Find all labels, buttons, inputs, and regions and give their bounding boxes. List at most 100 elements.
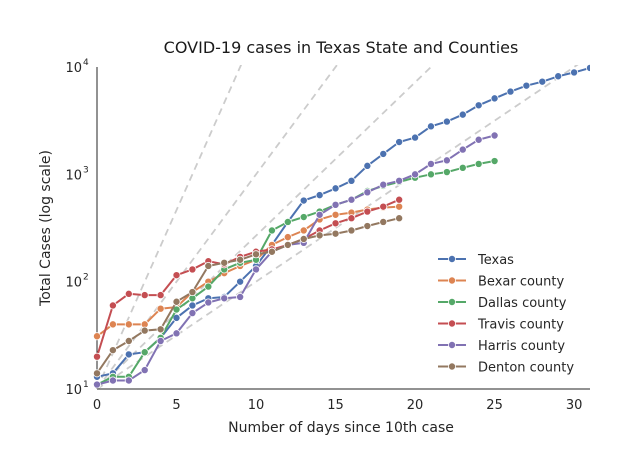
data-point <box>458 145 467 154</box>
legend-marker <box>447 297 456 306</box>
legend-item-denton-county: Denton county <box>438 361 574 376</box>
legend-item-travis-county: Travis county <box>438 318 564 333</box>
data-point <box>204 282 213 291</box>
x-tick-label: 30 <box>566 398 583 413</box>
data-point <box>156 325 165 334</box>
data-point <box>299 213 308 222</box>
data-point <box>188 309 197 318</box>
data-point <box>538 77 547 86</box>
data-point <box>379 149 388 158</box>
data-point <box>188 301 197 310</box>
series-layer <box>93 63 590 389</box>
data-point <box>442 156 451 165</box>
legend-label: Texas <box>477 253 514 268</box>
data-point <box>395 176 404 185</box>
legend-item-texas: Texas <box>438 253 514 268</box>
data-point <box>458 163 467 172</box>
data-point <box>283 240 292 249</box>
y-tick-label: 10 <box>65 276 82 291</box>
data-point <box>411 170 420 179</box>
data-point <box>331 229 340 238</box>
data-point <box>236 277 245 286</box>
series-bexar-county <box>93 202 404 341</box>
data-point <box>156 291 165 300</box>
data-point <box>411 133 420 142</box>
data-point <box>124 350 133 359</box>
data-point <box>554 72 563 81</box>
data-point <box>93 380 102 389</box>
data-point <box>188 288 197 297</box>
data-point <box>490 94 499 103</box>
data-point <box>299 226 308 235</box>
data-point <box>442 117 451 126</box>
data-point <box>426 170 435 179</box>
data-point <box>299 234 308 243</box>
y-tick-label: 10 <box>65 61 82 76</box>
data-point <box>379 202 388 211</box>
legend-marker <box>447 319 456 328</box>
data-point <box>379 180 388 189</box>
data-point <box>236 292 245 301</box>
data-point <box>315 231 324 240</box>
series-harris-county <box>93 131 499 389</box>
series-line-dallas-county <box>96 160 495 386</box>
data-point <box>474 159 483 168</box>
data-point <box>395 195 404 204</box>
data-point <box>140 326 149 335</box>
data-point <box>363 188 372 197</box>
data-point <box>395 202 404 211</box>
data-point <box>172 297 181 306</box>
data-point <box>347 176 356 185</box>
data-point <box>156 337 165 346</box>
data-point <box>108 320 117 329</box>
data-point <box>124 320 133 329</box>
data-point <box>395 214 404 223</box>
data-point <box>331 184 340 193</box>
data-point <box>506 87 515 96</box>
series-texas <box>93 63 590 381</box>
legend-marker <box>447 362 456 371</box>
legend-label: Travis county <box>477 318 564 333</box>
data-point <box>426 122 435 131</box>
data-point <box>93 352 102 361</box>
x-tick-label: 15 <box>327 398 344 413</box>
data-point <box>140 291 149 300</box>
data-point <box>474 101 483 110</box>
data-point <box>236 255 245 264</box>
data-point <box>474 135 483 144</box>
data-point <box>490 157 499 166</box>
legend-item-dallas-county: Dallas county <box>438 296 567 311</box>
data-point <box>267 226 276 235</box>
data-point <box>395 138 404 147</box>
x-axis-label: Number of days since 10th case <box>228 420 454 436</box>
data-point <box>108 376 117 385</box>
data-point <box>331 200 340 209</box>
y-tick-exponent: 3 <box>83 165 89 175</box>
x-tick-label: 25 <box>486 398 503 413</box>
legend-label: Denton county <box>478 361 574 376</box>
data-point <box>299 196 308 205</box>
data-point <box>363 161 372 170</box>
data-point <box>522 81 531 90</box>
legend-item-harris-county: Harris county <box>438 339 565 354</box>
data-point <box>363 222 372 231</box>
data-point <box>570 68 579 77</box>
x-tick-label: 0 <box>93 398 101 413</box>
y-tick-exponent: 4 <box>83 58 89 68</box>
y-tick-exponent: 1 <box>83 380 89 390</box>
data-point <box>156 304 165 313</box>
data-point <box>267 247 276 256</box>
data-point <box>188 265 197 274</box>
data-point <box>586 63 590 72</box>
x-tick-label: 5 <box>172 398 180 413</box>
y-tick-label: 10 <box>65 383 82 398</box>
data-point <box>220 258 229 267</box>
y-tick-label: 10 <box>65 168 82 183</box>
chart-title: COVID-19 cases in Texas State and Counti… <box>164 38 519 57</box>
data-point <box>252 250 261 259</box>
series-travis-county <box>93 195 404 361</box>
data-point <box>108 301 117 310</box>
data-point <box>347 214 356 223</box>
